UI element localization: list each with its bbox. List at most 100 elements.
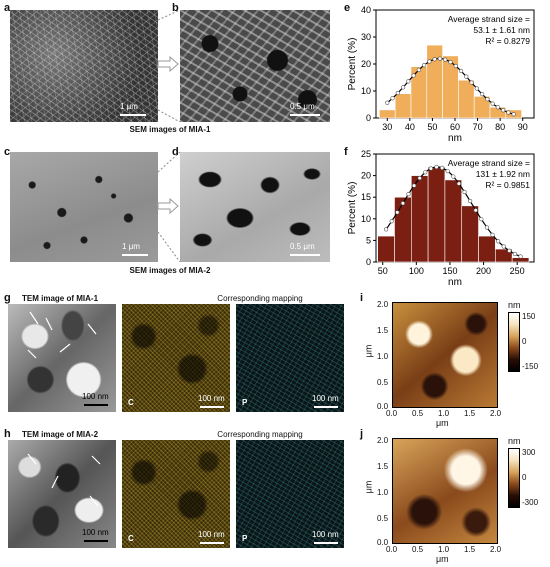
y-tick: 1.5: [377, 326, 389, 335]
scale-label: 100 nm: [312, 394, 339, 403]
x-tick-label: 30: [382, 122, 392, 132]
panel-label-d: d: [172, 146, 179, 158]
y-tick: 0.0: [377, 538, 389, 547]
scale-bar: [84, 540, 108, 542]
scale-label: 1 μm: [120, 102, 138, 111]
x-tick-label: 250: [510, 266, 525, 276]
scale-bar: [290, 114, 320, 116]
y-tick-label: 20: [361, 59, 371, 69]
colorbar-tick: 0: [522, 473, 527, 482]
colorbar-unit: nm: [508, 436, 521, 446]
scale-label: 0.5 μm: [290, 242, 315, 251]
fit-point: [417, 176, 422, 181]
zoom-connector-lines: [158, 152, 180, 262]
scale-bar: [200, 406, 224, 408]
fit-point: [440, 165, 445, 171]
fit-point: [490, 232, 495, 237]
bar: [495, 248, 513, 263]
fit-point: [468, 198, 473, 204]
fit-point: [473, 208, 478, 213]
scale-label: 0.5 μm: [290, 102, 315, 111]
panel-label-a: a: [4, 2, 11, 14]
fit-point: [385, 100, 390, 105]
x-tick-label: 50: [378, 266, 388, 276]
panel-label-b: b: [172, 2, 179, 14]
y-tick: 0.5: [377, 378, 389, 387]
afm-y-axis-label: μm: [363, 480, 374, 494]
fit-point: [383, 227, 389, 232]
afm-x-axis-label: μm: [436, 418, 449, 428]
x-tick-label: 40: [405, 122, 415, 132]
fit-point: [462, 189, 467, 195]
scale-label: 100 nm: [198, 530, 225, 539]
y-axis-label: Percent (%): [347, 182, 358, 235]
x-tick: 0.5: [412, 545, 424, 554]
fit-point: [432, 57, 437, 62]
fit-point: [501, 244, 506, 249]
fit-point: [464, 74, 469, 79]
annotation-text: Average strand size =: [448, 158, 530, 168]
scale-label: 100 nm: [198, 394, 225, 403]
fit-point: [422, 63, 427, 68]
sem-image-mia1-overview: 1 μm: [10, 10, 158, 122]
arrow-annotations: [27, 311, 97, 359]
fit-point: [479, 92, 485, 97]
scale-bar: [122, 254, 148, 256]
colorbar-unit: nm: [508, 300, 521, 310]
fit-point: [469, 80, 474, 85]
colorbar-tick: 300: [522, 448, 536, 457]
scale-label: 100 nm: [82, 392, 109, 401]
element-label-p: P: [242, 534, 248, 543]
element-label-p: P: [242, 398, 248, 407]
bar: [427, 166, 446, 263]
x-tick-label: 100: [409, 266, 424, 276]
fit-point: [434, 164, 439, 170]
fit-point: [484, 225, 490, 230]
phosphorus-map-mia2: P 100 nm: [236, 440, 344, 548]
afm-image-i: [392, 302, 498, 408]
fit-point: [518, 254, 523, 259]
fit-point: [512, 251, 518, 257]
y-tick: 1.5: [377, 462, 389, 471]
y-tick-label: 30: [361, 32, 371, 42]
y-tick-label: 5: [366, 235, 371, 245]
fit-point: [453, 63, 458, 69]
sem-caption-mia2: SEM images of MIA-2: [129, 266, 211, 275]
fit-point: [437, 56, 443, 61]
fit-point: [406, 192, 411, 197]
zoom-arrow-icon: [156, 197, 180, 215]
y-tick-label: 15: [361, 192, 371, 202]
afm-image-j: [392, 438, 498, 544]
scale-bar: [314, 406, 338, 408]
bar: [444, 179, 463, 263]
arrow-annotations: [27, 453, 101, 507]
fit-point: [506, 110, 511, 115]
sem-image-mia2-zoom: 0.5 μm: [180, 152, 330, 262]
scale-bar: [314, 542, 338, 544]
scale-label: 1 μm: [122, 242, 140, 251]
carbon-map-mia1: C 100 nm: [122, 304, 230, 412]
fit-point: [490, 101, 495, 106]
scale-bar: [200, 542, 224, 544]
annotation-text: 53.1 ± 1.61 nm: [473, 25, 530, 35]
afm-y-axis-label: μm: [363, 344, 374, 358]
fit-point: [395, 210, 400, 215]
fit-point: [427, 59, 432, 64]
sem-image-mia1-zoom: 0.5 μm: [180, 10, 330, 122]
x-axis-label: nm: [448, 133, 462, 144]
fit-point: [445, 169, 450, 174]
x-tick-label: 60: [450, 122, 460, 132]
x-tick: 2.0: [490, 409, 502, 418]
panel-label-i: i: [360, 292, 364, 304]
y-tick-label: 40: [361, 5, 371, 15]
fit-point: [390, 96, 395, 101]
panel-label-h: h: [4, 428, 11, 440]
panel-label-f: f: [344, 146, 348, 158]
colorbar-tick: 0: [522, 337, 527, 346]
fit-point: [428, 166, 434, 171]
annotation-text: 131 ± 1.92 nm: [476, 169, 530, 179]
bar: [394, 93, 412, 119]
sem-image-mia2-overview: 1 μm: [10, 152, 158, 262]
scale-label: 100 nm: [82, 528, 109, 537]
y-tick: 1.0: [377, 488, 389, 497]
